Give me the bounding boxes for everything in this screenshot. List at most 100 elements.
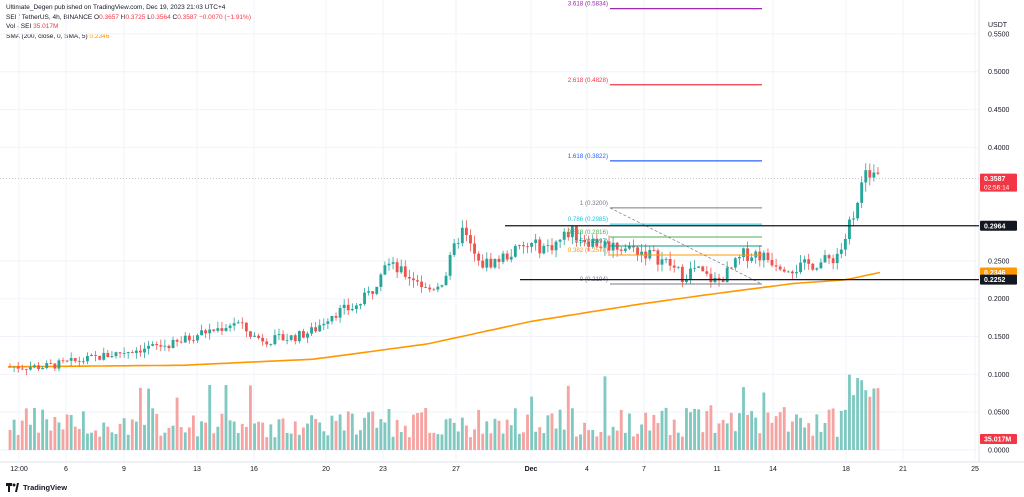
candle-body: [835, 253, 839, 264]
candle-body: [717, 277, 721, 281]
volume-bar: [342, 430, 346, 450]
symbol-label[interactable]: SEI / TetherUS, 4h, BINANCE: [6, 13, 93, 21]
candle-body: [831, 258, 835, 264]
candle-body: [412, 278, 415, 281]
candle-body: [114, 352, 118, 357]
volume-bar: [860, 380, 864, 450]
sma-label[interactable]: SMA (200, close, 0, SMA, 5): [6, 32, 88, 40]
volume-bar: [864, 390, 868, 450]
volume-bar: [151, 408, 155, 450]
volume-bar: [436, 434, 440, 450]
x-tick-label: 16: [250, 466, 258, 473]
volume-bar: [558, 409, 562, 450]
volume-bar: [314, 418, 318, 450]
volume-bar: [513, 408, 517, 450]
candle-body: [815, 268, 819, 270]
sma-value: 0.2346: [89, 32, 110, 40]
volume-bar: [685, 408, 688, 450]
candle-body: [709, 273, 713, 283]
volume-bar: [65, 414, 69, 450]
volume-bar: [517, 433, 521, 450]
candle-body: [819, 262, 823, 269]
volume-bar: [636, 433, 639, 450]
candle-body: [28, 367, 32, 370]
candle-body: [558, 239, 562, 242]
volume-bar: [668, 435, 672, 450]
volume-bar: [110, 432, 114, 450]
volume-bar: [746, 414, 749, 450]
candle-body: [485, 258, 489, 268]
sma-line: SMA (200, close, 0, SMA, 5) 0.2346: [6, 32, 251, 42]
candle-body: [110, 356, 114, 358]
ohlc-low: 0.3564: [150, 13, 171, 21]
candle-body: [701, 266, 705, 272]
volume-bar: [680, 436, 684, 450]
volume-bar: [399, 432, 403, 450]
candle-body: [636, 247, 639, 256]
volume-bar: [57, 422, 61, 450]
y-tick-label: 0.4500: [988, 107, 1010, 114]
candle-body: [326, 321, 330, 324]
volume-bar: [705, 411, 709, 450]
volume-bar: [306, 423, 309, 450]
candle-body: [334, 315, 338, 318]
candle-body: [790, 271, 794, 274]
candle-body: [464, 227, 468, 236]
volume-bar: [432, 432, 436, 450]
fib-level-label: 0.618 (0.2816): [568, 229, 608, 236]
candle-body: [297, 331, 301, 342]
fib-level-label: 3.618 (0.5834): [568, 1, 608, 8]
volume-bar: [346, 411, 350, 450]
volume-bar: [383, 422, 387, 450]
volume-bar: [550, 413, 554, 450]
candle-body: [163, 345, 167, 347]
volume-bar: [733, 431, 737, 450]
candle-body: [456, 243, 460, 245]
candle-body: [852, 218, 855, 220]
candle-body: [424, 287, 428, 288]
volume-bar: [575, 436, 578, 450]
volume-bar: [795, 414, 798, 450]
candle-body: [436, 286, 440, 290]
ohlc-close-label: C: [172, 13, 178, 21]
candle-body: [73, 358, 77, 361]
candle-body: [318, 325, 322, 332]
ohlc-change: −0.0070 (−1.91%): [198, 13, 251, 21]
candle-body: [685, 279, 688, 283]
volume-bar: [464, 425, 468, 450]
volume-bar: [693, 408, 697, 450]
candle-body: [151, 344, 155, 346]
volume-bar: [20, 420, 24, 450]
volume-bar: [799, 417, 802, 450]
price-badge: [980, 173, 1017, 192]
volume-bar: [143, 424, 146, 450]
volume-bar: [236, 433, 240, 450]
candle-body: [632, 246, 635, 248]
volume-bar: [717, 423, 721, 450]
volume-bar: [424, 407, 428, 450]
candle-body: [269, 344, 273, 345]
candle-body: [501, 253, 505, 262]
volume-bar: [742, 387, 745, 450]
volume-bar: [69, 415, 73, 450]
volume-bar: [697, 409, 701, 450]
volume-bar: [8, 429, 12, 450]
volume-bar: [269, 424, 273, 450]
candle-body: [509, 256, 513, 260]
candle-body: [729, 267, 733, 269]
volume-bar: [469, 437, 472, 450]
volume-bar: [147, 388, 151, 450]
volume-bar: [852, 395, 855, 450]
volume-bar: [53, 416, 57, 450]
volume-bar: [709, 405, 713, 450]
candle-body: [350, 309, 354, 311]
candle-body: [314, 327, 318, 332]
ohlc-low-label: L: [147, 13, 151, 21]
candle-body: [273, 335, 277, 345]
y-tick-label: 0.2500: [988, 258, 1010, 265]
candle-body: [159, 345, 163, 347]
fib-level-label: 1.618 (0.3822): [568, 153, 608, 160]
volume-bar: [330, 415, 334, 450]
volume-bar: [155, 413, 159, 450]
